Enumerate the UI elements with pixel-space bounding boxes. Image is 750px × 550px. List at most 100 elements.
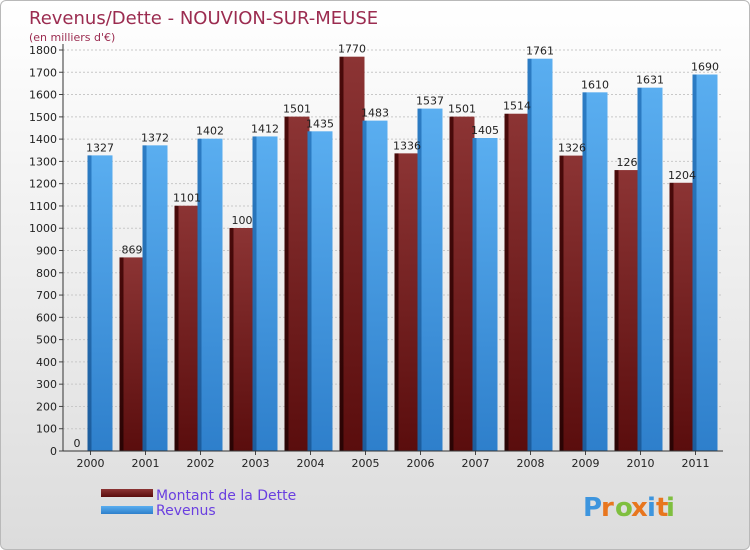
data-label-dette-2005: 1770 — [338, 43, 366, 56]
legend-label-revenus: Revenus — [156, 503, 216, 519]
legend-swatch-dette — [101, 489, 153, 497]
y-tick-label: 1400 — [29, 133, 57, 146]
bar-shadow-revenus-2000 — [87, 155, 92, 451]
bars — [87, 56, 718, 452]
bar-revenus-2005 — [366, 120, 388, 452]
chart-title: Revenus/Dette - NOUVION-SUR-MEUSE — [29, 8, 378, 29]
bar-revenus-2011 — [696, 74, 718, 451]
bar-shadow-dette-2006 — [394, 153, 399, 451]
bar-dette-2002 — [178, 205, 200, 451]
data-label-dette-2009: 1326 — [558, 142, 586, 155]
x-tick-label-2004: 2004 — [297, 457, 325, 470]
bar-shadow-revenus-2011 — [692, 74, 697, 451]
x-tick-label-2003: 2003 — [242, 457, 270, 470]
bar-revenus-2010 — [641, 87, 663, 451]
bar-shadow-dette-2001 — [119, 257, 124, 451]
legend-label-dette: Montant de la Dette — [156, 488, 296, 504]
x-tick-label-2007: 2007 — [462, 457, 490, 470]
data-label-revenus-2001: 1372 — [141, 131, 169, 144]
logo-letter: P — [583, 493, 602, 523]
x-axis-ticks: 2000 2001 2002 2003 2004 2005 2006 2007 2008 2009… — [77, 451, 710, 470]
data-label-dette-2011: 1204 — [668, 169, 696, 182]
bar-revenus-2002 — [201, 138, 223, 451]
y-tick-label: 100 — [36, 423, 57, 436]
bar-shadow-revenus-2005 — [362, 120, 367, 452]
data-label-revenus-2011: 1690 — [691, 61, 719, 74]
y-tick-label: 1100 — [29, 200, 57, 213]
x-tick-label-2010: 2010 — [627, 457, 655, 470]
bar-dette-2010 — [618, 170, 640, 452]
data-label-revenus-2005: 1483 — [361, 107, 389, 120]
bar-revenus-2004 — [311, 131, 333, 451]
bar-revenus-2009 — [586, 92, 608, 452]
logo-letter: i — [647, 493, 656, 523]
y-tick-label: 400 — [36, 356, 57, 369]
bar-shadow-revenus-2003 — [252, 136, 257, 451]
bar-shadow-dette-2004 — [284, 116, 289, 451]
bar-shadow-dette-2007 — [449, 116, 454, 451]
x-tick-label-2009: 2009 — [572, 457, 600, 470]
proxiti-logo: Pr ox i ti — [583, 493, 675, 523]
bar-dette-2004 — [288, 116, 310, 451]
y-tick-label: 0 — [50, 445, 57, 458]
logo-letter: i — [666, 493, 675, 523]
y-tick-label: 1000 — [29, 222, 57, 235]
data-label-dette-2002: 1101 — [173, 192, 201, 205]
bar-revenus-2000 — [91, 155, 113, 451]
x-tick-label-2005: 2005 — [352, 457, 380, 470]
data-label-dette-2010: 126 — [617, 156, 638, 169]
grid-lines — [63, 49, 723, 452]
legend: Montant de la Dette Revenus — [101, 488, 296, 519]
bar-revenus-2003 — [256, 136, 278, 451]
y-tick-label: 1800 — [29, 44, 57, 57]
x-tick-label-2000: 2000 — [77, 457, 105, 470]
bar-revenus-2008 — [531, 58, 553, 452]
y-tick-label: 1600 — [29, 89, 57, 102]
y-tick-label: 800 — [36, 267, 57, 280]
data-label-revenus-2000: 1327 — [86, 141, 114, 154]
y-tick-label: 1300 — [29, 155, 57, 168]
data-label-revenus-2010: 1631 — [636, 74, 664, 87]
bar-revenus-2007 — [476, 137, 498, 451]
bar-dette-2003 — [233, 227, 255, 451]
logo-letter: x — [631, 493, 648, 523]
bar-revenus-2001 — [146, 145, 168, 452]
bar-shadow-revenus-2001 — [142, 145, 147, 452]
data-label-dette-2000: 0 — [74, 437, 81, 450]
x-tick-label-2001: 2001 — [132, 457, 160, 470]
bar-shadow-dette-2005 — [339, 56, 344, 451]
data-label-revenus-2009: 1610 — [581, 78, 609, 91]
x-tick-label-2002: 2002 — [187, 457, 215, 470]
y-tick-label: 1700 — [29, 66, 57, 79]
data-label-dette-2006: 1336 — [393, 139, 421, 152]
bar-shadow-dette-2009 — [559, 155, 564, 451]
data-label-dette-2003: 100 — [232, 214, 253, 227]
bar-shadow-revenus-2009 — [582, 92, 587, 452]
y-tick-label: 500 — [36, 334, 57, 347]
logo-letter: r — [601, 493, 614, 523]
bar-shadow-revenus-2006 — [417, 108, 422, 452]
bar-dette-2005 — [343, 56, 365, 451]
bar-shadow-revenus-2002 — [197, 138, 202, 451]
bar-shadow-dette-2010 — [614, 170, 619, 452]
data-label-revenus-2003: 1412 — [251, 122, 279, 135]
y-tick-label: 600 — [36, 311, 57, 324]
bar-shadow-revenus-2010 — [637, 87, 642, 451]
bar-shadow-revenus-2008 — [527, 58, 532, 452]
bar-revenus-2006 — [421, 108, 443, 452]
bar-shadow-dette-2003 — [229, 227, 234, 451]
y-tick-label: 1500 — [29, 111, 57, 124]
chart-subtitle: (en milliers d'€) — [29, 31, 115, 44]
bar-dette-2001 — [123, 257, 145, 451]
y-tick-label: 900 — [36, 245, 57, 258]
data-label-dette-2001: 869 — [122, 243, 143, 256]
y-tick-label: 700 — [36, 289, 57, 302]
x-tick-label-2008: 2008 — [517, 457, 545, 470]
y-tick-label: 1200 — [29, 178, 57, 191]
x-tick-label-2011: 2011 — [682, 457, 710, 470]
y-tick-label: 200 — [36, 400, 57, 413]
data-label-dette-2008: 1514 — [503, 100, 531, 113]
bar-shadow-dette-2011 — [669, 182, 674, 451]
